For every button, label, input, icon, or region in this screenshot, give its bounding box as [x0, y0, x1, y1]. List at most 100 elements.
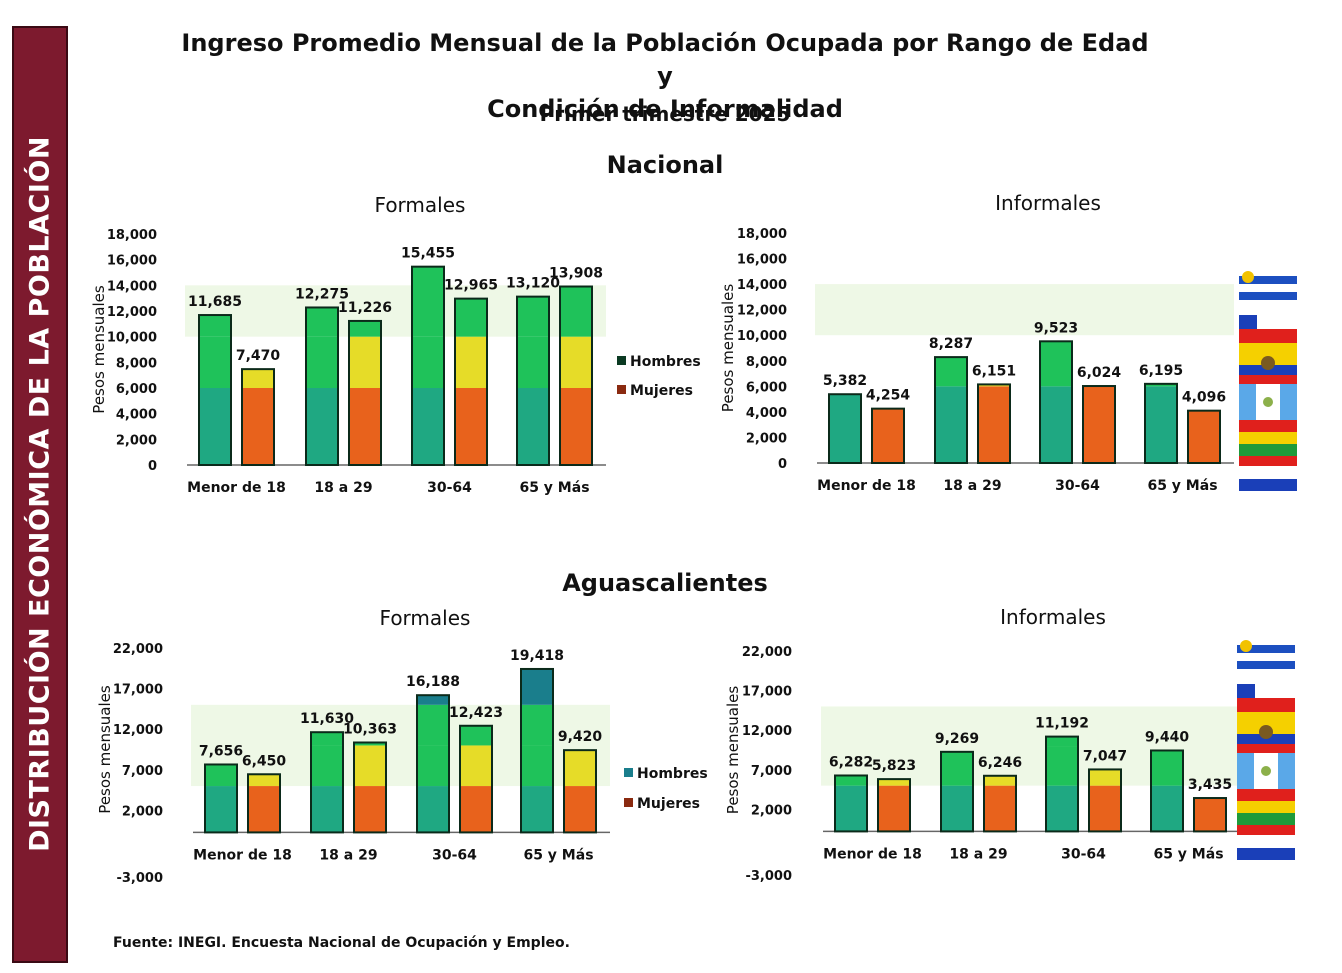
flag-stripe: [1237, 712, 1295, 734]
data-label: 10,363: [343, 721, 397, 737]
data-label: 12,423: [449, 705, 503, 721]
bar-segment: [417, 745, 449, 787]
bar-hombres: [198, 314, 232, 467]
bar-segment: [354, 742, 386, 746]
y-tick-label: 16,000: [107, 254, 157, 269]
bar-segment: [1151, 750, 1183, 786]
bar-segment: [521, 745, 553, 787]
flag-stripe: [1239, 420, 1297, 432]
flag-stripe: [1237, 801, 1295, 813]
data-label: 7,656: [199, 743, 243, 759]
bar-mujeres: [871, 407, 905, 465]
x-tick-label: Menor de 18: [823, 846, 922, 862]
bar-hombres: [204, 763, 238, 834]
bar-segment: [1194, 798, 1226, 832]
bar-segment: [417, 704, 449, 746]
data-label: 11,226: [338, 300, 392, 316]
period-subtitle: Primer trimestre 2025: [539, 102, 791, 126]
bar-segment: [829, 394, 861, 463]
y-tick-label: 7,000: [751, 764, 792, 779]
coat-of-arms-icon: [1261, 356, 1275, 370]
bar-mujeres: [1193, 797, 1227, 833]
y-tick-label: 6,000: [116, 382, 157, 397]
flag-stripe: [1239, 329, 1297, 343]
bar-segment: [560, 336, 592, 388]
bar-mujeres: [1088, 768, 1122, 833]
flag-stripe: [1278, 753, 1295, 789]
bar-segment: [1145, 383, 1177, 387]
bar-segment: [517, 336, 549, 388]
flag-stripe: [1239, 276, 1297, 284]
data-label: 6,024: [1077, 365, 1122, 381]
bar-segment: [412, 336, 444, 388]
data-label: 13,908: [549, 266, 603, 282]
y-tick-label: -3,000: [745, 869, 792, 884]
bar-mujeres: [1187, 409, 1221, 465]
bar-hombres: [1144, 382, 1178, 465]
y-axis-label: Pesos mensuales: [90, 285, 108, 414]
main-title: Ingreso Promedio Mensual de la Población…: [180, 27, 1150, 126]
bar-segment: [311, 732, 343, 746]
chart-title: Informales: [1000, 605, 1106, 629]
data-label: 9,420: [558, 729, 603, 745]
x-tick-label: 65 y Más: [1147, 478, 1217, 494]
flag-stripe: [1237, 744, 1295, 753]
chart-3: [821, 706, 1240, 833]
chart-title: Informales: [995, 191, 1101, 215]
flag-stripe: [1239, 284, 1297, 292]
bar-segment: [1083, 386, 1115, 463]
bar-segment: [199, 388, 231, 465]
coat-of-arms-icon: [1259, 725, 1273, 739]
bar-segment: [455, 336, 487, 388]
bar-segment: [460, 725, 492, 746]
bar-segment: [460, 786, 492, 833]
section-title-aguascalientes: Aguascalientes: [562, 569, 768, 597]
flag-stripe: [1237, 848, 1295, 860]
bar-segment: [349, 336, 381, 388]
data-label: 11,192: [1035, 716, 1089, 732]
x-tick-label: 18 a 29: [949, 846, 1007, 862]
bar-segment: [311, 786, 343, 833]
bar-segment: [460, 745, 492, 787]
chart-title: Formales: [380, 606, 471, 630]
legend-label-hombres: Hombres: [637, 766, 708, 782]
bar-segment: [242, 369, 274, 388]
x-tick-label: 18 a 29: [319, 847, 377, 863]
flag-stripe: [1239, 432, 1297, 444]
y-axis-label: Pesos mensuales: [724, 686, 742, 815]
flag-stripe: [1237, 825, 1295, 835]
bar-segment: [306, 336, 338, 388]
flag-stripe: [1239, 292, 1297, 300]
bar-segment: [349, 320, 381, 337]
y-tick-label: 6,000: [746, 380, 787, 395]
bar-segment: [1046, 736, 1078, 747]
y-tick-label: 18,000: [107, 228, 157, 243]
data-label: 6,246: [978, 755, 1022, 771]
chart-0: [185, 265, 626, 467]
flag-stripe: [1239, 444, 1297, 456]
x-tick-label: 65 y Más: [523, 847, 593, 863]
coat-of-arms-icon: [1263, 397, 1273, 407]
bar-hombres: [934, 356, 968, 465]
bar-hombres: [834, 774, 868, 833]
y-tick-label: 22,000: [113, 642, 163, 657]
data-label: 16,188: [406, 674, 460, 690]
bar-mujeres: [563, 749, 597, 834]
bar-hombres: [828, 393, 862, 465]
source-note: Fuente: INEGI. Encuesta Nacional de Ocup…: [113, 935, 570, 951]
bar-segment: [835, 775, 867, 786]
flag-stripe: [1239, 479, 1297, 491]
y-tick-label: 0: [148, 459, 157, 474]
data-label: 6,282: [829, 754, 873, 770]
bar-mujeres: [977, 383, 1011, 465]
bar-segment: [1040, 341, 1072, 387]
bar-segment: [521, 704, 553, 746]
flag-stripe: [1239, 315, 1257, 329]
data-label: 5,382: [823, 373, 867, 389]
bar-segment: [349, 388, 381, 465]
sun-icon: [1240, 640, 1252, 652]
y-tick-label: 12,000: [742, 724, 792, 739]
bar-hombres: [411, 265, 445, 466]
bar-mujeres: [983, 774, 1017, 833]
bar-segment: [311, 745, 343, 787]
